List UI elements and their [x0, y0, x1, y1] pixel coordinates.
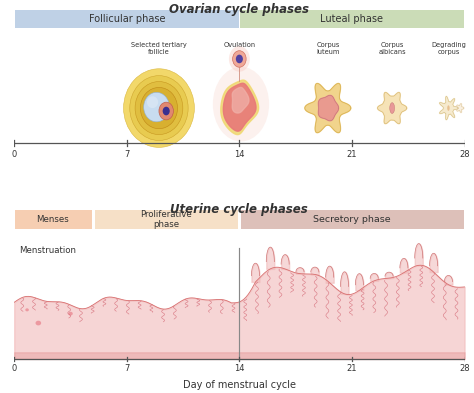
Ellipse shape — [213, 67, 269, 141]
Text: 21: 21 — [346, 150, 357, 159]
Text: 21: 21 — [346, 364, 357, 373]
Text: Selected tertiary
follicle: Selected tertiary follicle — [131, 42, 187, 55]
Polygon shape — [377, 92, 407, 124]
Text: 28: 28 — [459, 364, 470, 373]
Ellipse shape — [25, 309, 29, 311]
Circle shape — [163, 107, 170, 115]
Ellipse shape — [68, 312, 73, 316]
Polygon shape — [457, 104, 464, 112]
Ellipse shape — [135, 82, 183, 134]
Ellipse shape — [144, 92, 169, 122]
Text: 0: 0 — [11, 364, 17, 373]
Polygon shape — [223, 83, 256, 131]
Text: 14: 14 — [234, 364, 245, 373]
Ellipse shape — [147, 96, 158, 108]
Circle shape — [229, 46, 250, 72]
Text: 7: 7 — [124, 364, 129, 373]
Polygon shape — [319, 95, 338, 121]
Text: 0: 0 — [11, 150, 17, 159]
Text: Menses: Menses — [36, 215, 69, 224]
Polygon shape — [439, 96, 458, 120]
FancyBboxPatch shape — [15, 10, 238, 28]
FancyBboxPatch shape — [95, 210, 238, 229]
Text: Luteal phase: Luteal phase — [320, 14, 383, 24]
Text: Menstruation: Menstruation — [19, 246, 76, 255]
Text: 7: 7 — [124, 150, 129, 159]
Text: Follicular phase: Follicular phase — [89, 14, 165, 24]
Text: Day of menstrual cycle: Day of menstrual cycle — [183, 380, 296, 389]
Ellipse shape — [140, 87, 178, 129]
Text: Proliferative
phase: Proliferative phase — [140, 209, 192, 229]
Ellipse shape — [130, 75, 188, 140]
Circle shape — [159, 102, 173, 120]
Polygon shape — [221, 80, 259, 135]
Text: Ovulation: Ovulation — [223, 42, 255, 48]
Ellipse shape — [124, 69, 194, 147]
Text: 28: 28 — [459, 150, 470, 159]
Ellipse shape — [390, 103, 394, 114]
FancyBboxPatch shape — [240, 10, 464, 28]
Polygon shape — [232, 87, 249, 113]
Polygon shape — [305, 83, 351, 133]
Text: 14: 14 — [234, 150, 245, 159]
Text: Corpus
albicans: Corpus albicans — [378, 42, 406, 55]
Text: Ovarian cycle phases: Ovarian cycle phases — [169, 3, 310, 16]
Text: Secretory phase: Secretory phase — [313, 215, 391, 224]
Text: Degrading
corpus: Degrading corpus — [431, 42, 466, 55]
FancyBboxPatch shape — [15, 210, 92, 229]
Ellipse shape — [447, 105, 450, 111]
Circle shape — [236, 55, 243, 63]
Circle shape — [233, 51, 246, 67]
Ellipse shape — [36, 321, 41, 325]
Text: Uterine cycle phases: Uterine cycle phases — [171, 203, 308, 216]
FancyBboxPatch shape — [241, 210, 464, 229]
Text: Corpus
luteum: Corpus luteum — [316, 42, 339, 55]
